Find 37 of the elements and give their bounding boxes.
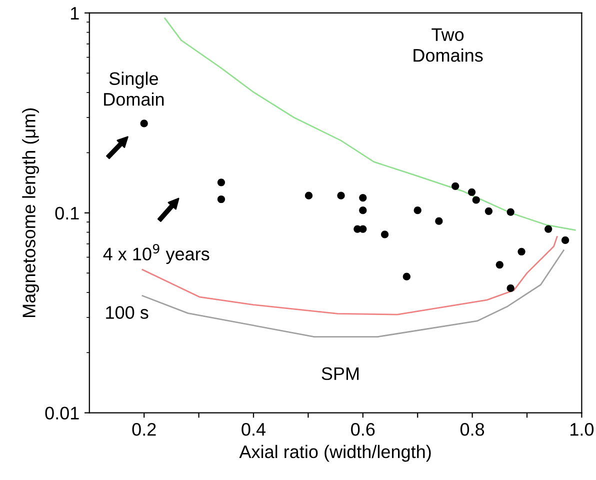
annotation: 100 s [106, 306, 148, 319]
point [506, 284, 514, 292]
annotation: SPM [322, 367, 359, 380]
x-tick-label: 0.4 [242, 423, 266, 436]
x-axis-title: Axial ratio (width/length) [239, 444, 431, 462]
y-tick-label: 1 [71, 7, 79, 20]
point [544, 225, 552, 233]
x-tick-label: 0.6 [351, 423, 375, 436]
y-axis-title: Magnetosome length (μm) [22, 108, 39, 317]
annotation: Single Domain [104, 72, 164, 106]
annotation: Two Domains [414, 28, 483, 62]
point [217, 195, 226, 204]
point [472, 196, 480, 204]
y-tick-label: 0.1 [55, 206, 79, 220]
annotation: 4 x 10$^{9}$ years [103, 244, 210, 264]
point [561, 236, 570, 244]
point [452, 182, 460, 190]
point [468, 188, 476, 196]
y-tick-label: 0.01 [45, 406, 79, 420]
point [414, 206, 422, 214]
x-tick-label: 0.8 [460, 423, 484, 436]
point [506, 208, 514, 216]
point [304, 192, 313, 200]
point [359, 194, 367, 202]
point [435, 217, 443, 225]
point [140, 120, 148, 128]
x-tick-label: 1.0 [570, 423, 594, 436]
point [337, 192, 345, 200]
point [518, 248, 526, 256]
point [217, 178, 226, 186]
point [402, 272, 410, 280]
point [380, 230, 389, 238]
point [484, 207, 493, 215]
x-tick-label: 0.2 [132, 423, 156, 436]
point [496, 260, 504, 269]
point [359, 206, 367, 214]
point [359, 225, 367, 233]
